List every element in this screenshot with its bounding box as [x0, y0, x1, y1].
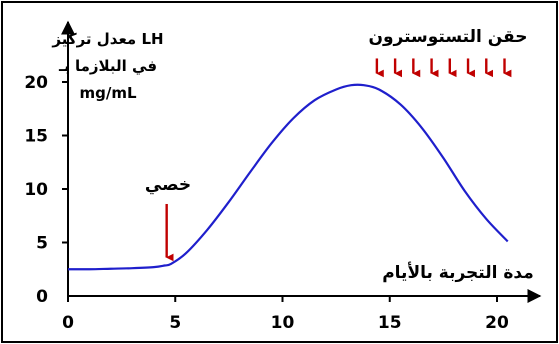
y-tick-label-0: 0 — [36, 287, 48, 307]
lh-curve-series-0 — [67, 83, 509, 271]
x-tick-label-15: 15 — [378, 313, 402, 333]
x-tick-label-10: 10 — [271, 313, 295, 333]
x-tick-label-20: 20 — [485, 313, 509, 333]
y-axis-label-line-2: في البلازما بـ — [58, 57, 157, 75]
testosterone-injection-annotation: حقن التستوسترون — [368, 27, 527, 47]
y-tick-label-20: 20 — [24, 73, 48, 93]
x-axis-label: مدة التجربة بالأيام — [382, 262, 534, 283]
y-tick-label-15: 15 — [24, 127, 48, 147]
castration-annotation: خصي — [145, 175, 191, 195]
y-tick-label-5: 5 — [36, 234, 48, 254]
y-axis-label-line-3: mg/mL — [79, 84, 136, 102]
x-tick-label-0: 0 — [62, 313, 74, 333]
y-axis-label-line-1: معدل تركيز LH — [51, 30, 163, 48]
y-tick-label-10: 10 — [24, 180, 48, 200]
x-tick-label-5: 5 — [169, 313, 181, 333]
